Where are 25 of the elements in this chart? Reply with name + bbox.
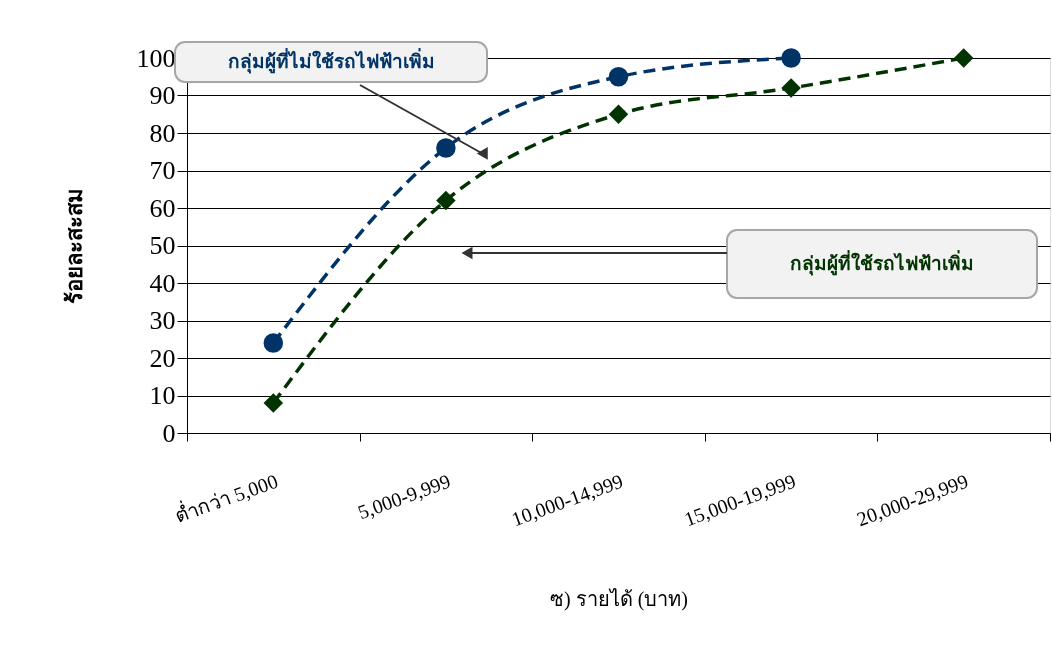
y-tick-label: 30 <box>149 306 176 335</box>
y-tick-label: 70 <box>149 156 176 185</box>
point <box>263 393 284 413</box>
point <box>608 104 629 124</box>
y-tick-label: 100 <box>136 43 176 73</box>
point <box>263 333 284 353</box>
y-tick-label: 60 <box>149 193 176 223</box>
text: กลุ่มผู้ที่ใช้รถไฟฟ้าเพิ่ม <box>790 250 974 276</box>
text: กลุ่มผู้ที่ไม่ใช้รถไฟฟ้าเพิ่ม <box>227 48 435 74</box>
y-tick-label: 40 <box>149 268 176 298</box>
y-tick-label: 90 <box>149 81 176 110</box>
y-axis-title: ร้อยละสะสม <box>61 188 87 304</box>
y-tick-label: 50 <box>149 231 176 260</box>
x-tick-label: ต่ำกว่า 5,000 <box>170 466 281 528</box>
point <box>436 190 456 211</box>
point <box>608 67 629 87</box>
y-tick-label: 10 <box>149 381 176 410</box>
point <box>781 78 801 98</box>
x-axis-title: ซ) รายได้ (บาท) <box>550 588 688 612</box>
y-tick-label: 0 <box>162 418 176 448</box>
point <box>436 138 456 158</box>
y-tick-label: 80 <box>149 118 176 148</box>
y-tick-label: 20 <box>149 343 176 373</box>
point <box>781 48 801 68</box>
point <box>953 48 974 68</box>
